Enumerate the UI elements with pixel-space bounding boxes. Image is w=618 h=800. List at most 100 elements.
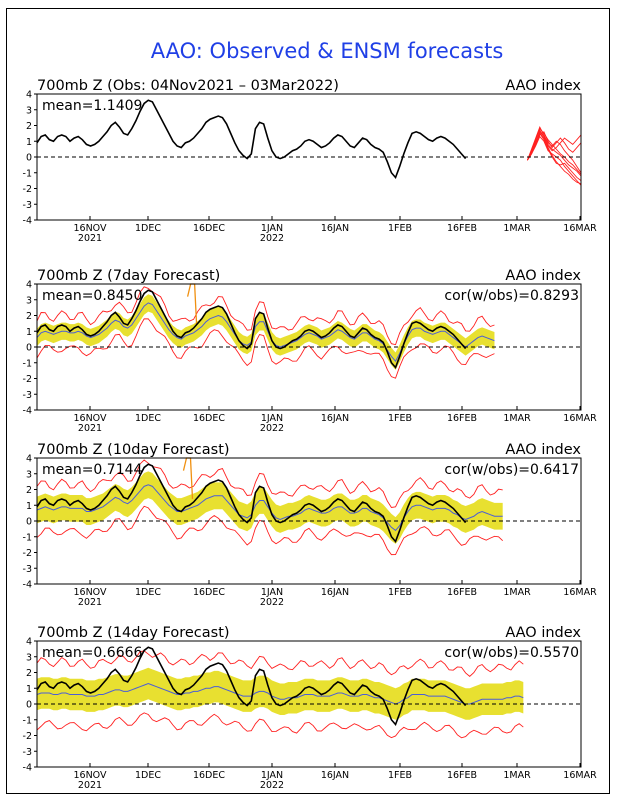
- observed-line: [36, 99, 467, 180]
- outlier-member-line: [182, 457, 194, 499]
- member-line: [527, 127, 582, 175]
- y-tick-label: -3: [23, 200, 32, 211]
- y-tick-label: -2: [23, 374, 32, 385]
- x-tick-label: 1DEC: [135, 413, 161, 424]
- member-min-line: [36, 318, 495, 379]
- mean-label: mean=0.8450: [42, 288, 142, 304]
- x-tick-label: 1MAR: [503, 413, 531, 424]
- x-tick-label: 1JAN: [261, 413, 283, 424]
- observed-line: [36, 463, 467, 544]
- x-tick-label: 16MAR: [563, 223, 597, 234]
- x-tick-sublabel: 2021: [78, 423, 102, 434]
- x-tick-label: 1JAN: [261, 223, 283, 234]
- y-tick-label: -3: [23, 564, 32, 575]
- panel-right-label: AAO index: [505, 625, 581, 641]
- y-tick-label: -4: [23, 580, 32, 591]
- member-line: [527, 135, 582, 186]
- mean-label: mean=1.1409: [42, 98, 142, 114]
- y-tick-label: 3: [26, 105, 32, 116]
- member-line: [527, 130, 582, 161]
- y-tick-label: -4: [23, 763, 32, 774]
- panel-title: 700mb Z (7day Forecast): [37, 268, 220, 284]
- panel-title: 700mb Z (Obs: 04Nov2021 – 03Mar2022): [37, 78, 339, 94]
- y-tick-label: 1: [26, 684, 32, 695]
- x-tick-label: 1DEC: [135, 770, 161, 781]
- x-tick-label: 16NOV: [73, 223, 107, 234]
- y-tick-label: -1: [23, 532, 32, 543]
- panel-1: 700mb Z (Obs: 04Nov2021 – 03Mar2022) AAO …: [23, 78, 598, 244]
- y-tick-label: 4: [26, 280, 32, 291]
- x-tick-label: 16MAR: [563, 413, 597, 424]
- ensemble-mean-line: [36, 682, 524, 705]
- y-tick-label: 2: [26, 485, 32, 496]
- x-tick-label: 1MAR: [503, 770, 531, 781]
- x-tick-label: 1FEB: [388, 587, 412, 598]
- y-tick-label: 1: [26, 327, 32, 338]
- figure-frame: [6, 8, 610, 794]
- member-max-line: [36, 459, 503, 508]
- mean-label: mean=0.6666: [42, 645, 143, 661]
- member-max-line: [36, 286, 495, 346]
- x-tick-label: 16NOV: [73, 587, 107, 598]
- x-tick-label: 1FEB: [388, 770, 412, 781]
- x-tick-label: 16JAN: [321, 770, 349, 781]
- y-tick-label: -2: [23, 548, 32, 559]
- y-tick-label: 1: [26, 137, 32, 148]
- x-tick-label: 16FEB: [447, 413, 477, 424]
- y-tick-label: 3: [26, 469, 32, 480]
- x-tick-label: 1MAR: [503, 587, 531, 598]
- correlation-label: cor(w/obs)=0.6417: [444, 462, 579, 478]
- panel-right-label: AAO index: [505, 442, 581, 458]
- y-tick-label: 0: [26, 700, 32, 711]
- y-tick-label: -1: [23, 168, 32, 179]
- x-tick-label: 16DEC: [193, 770, 225, 781]
- panel-4: 700mb Z (14day Forecast) AAO index 4 3 2 1 0 -1…: [23, 625, 598, 791]
- x-tick-label: 16FEB: [447, 770, 477, 781]
- y-tick-label: 4: [26, 90, 32, 101]
- panel-3: 700mb Z (10day Forecast) AAO index 4 3 2 1 0 -1…: [23, 442, 598, 608]
- y-tick-label: -1: [23, 358, 32, 369]
- spread-band: [37, 294, 495, 370]
- y-tick-label: -2: [23, 731, 32, 742]
- x-tick-label: 16DEC: [193, 223, 225, 234]
- member-line: [527, 125, 582, 173]
- correlation-label: cor(w/obs)=0.5570: [444, 645, 579, 661]
- y-tick-label: 3: [26, 295, 32, 306]
- y-tick-label: 1: [26, 501, 32, 512]
- y-tick-label: 0: [26, 517, 32, 528]
- observed-line: [36, 289, 467, 370]
- correlation-label: cor(w/obs)=0.8293: [444, 288, 579, 304]
- y-tick-label: -4: [23, 406, 32, 417]
- y-tick-label: 3: [26, 652, 32, 663]
- x-tick-sublabel: 2021: [78, 597, 102, 608]
- x-tick-sublabel: 2022: [260, 597, 284, 608]
- x-tick-label: 16JAN: [321, 587, 349, 598]
- panel-title: 700mb Z (10day Forecast): [37, 442, 230, 458]
- member-line: [527, 129, 582, 177]
- x-tick-sublabel: 2022: [260, 233, 284, 244]
- x-tick-sublabel: 2021: [78, 233, 102, 244]
- x-tick-label: 1DEC: [135, 587, 161, 598]
- y-tick-label: 4: [26, 637, 32, 648]
- x-tick-label: 16DEC: [193, 587, 225, 598]
- x-tick-label: 16JAN: [321, 413, 349, 424]
- panel-title: 700mb Z (14day Forecast): [37, 625, 230, 641]
- x-tick-label: 16DEC: [193, 413, 225, 424]
- y-tick-label: 0: [26, 153, 32, 164]
- x-tick-label: 16MAR: [563, 770, 597, 781]
- y-tick-label: 4: [26, 454, 32, 465]
- member-line: [527, 131, 582, 161]
- outlier-member-line: [186, 283, 198, 325]
- x-tick-label: 16FEB: [447, 223, 477, 234]
- x-tick-label: 16MAR: [563, 587, 597, 598]
- y-tick-label: 2: [26, 121, 32, 132]
- member-min-line: [36, 505, 504, 556]
- x-tick-label: 16NOV: [73, 413, 107, 424]
- y-tick-label: 0: [26, 343, 32, 354]
- y-tick-label: 2: [26, 311, 32, 322]
- x-tick-label: 1FEB: [388, 223, 412, 234]
- panel-right-label: AAO index: [505, 268, 581, 284]
- y-tick-label: -3: [23, 390, 32, 401]
- x-tick-label: 1JAN: [261, 587, 283, 598]
